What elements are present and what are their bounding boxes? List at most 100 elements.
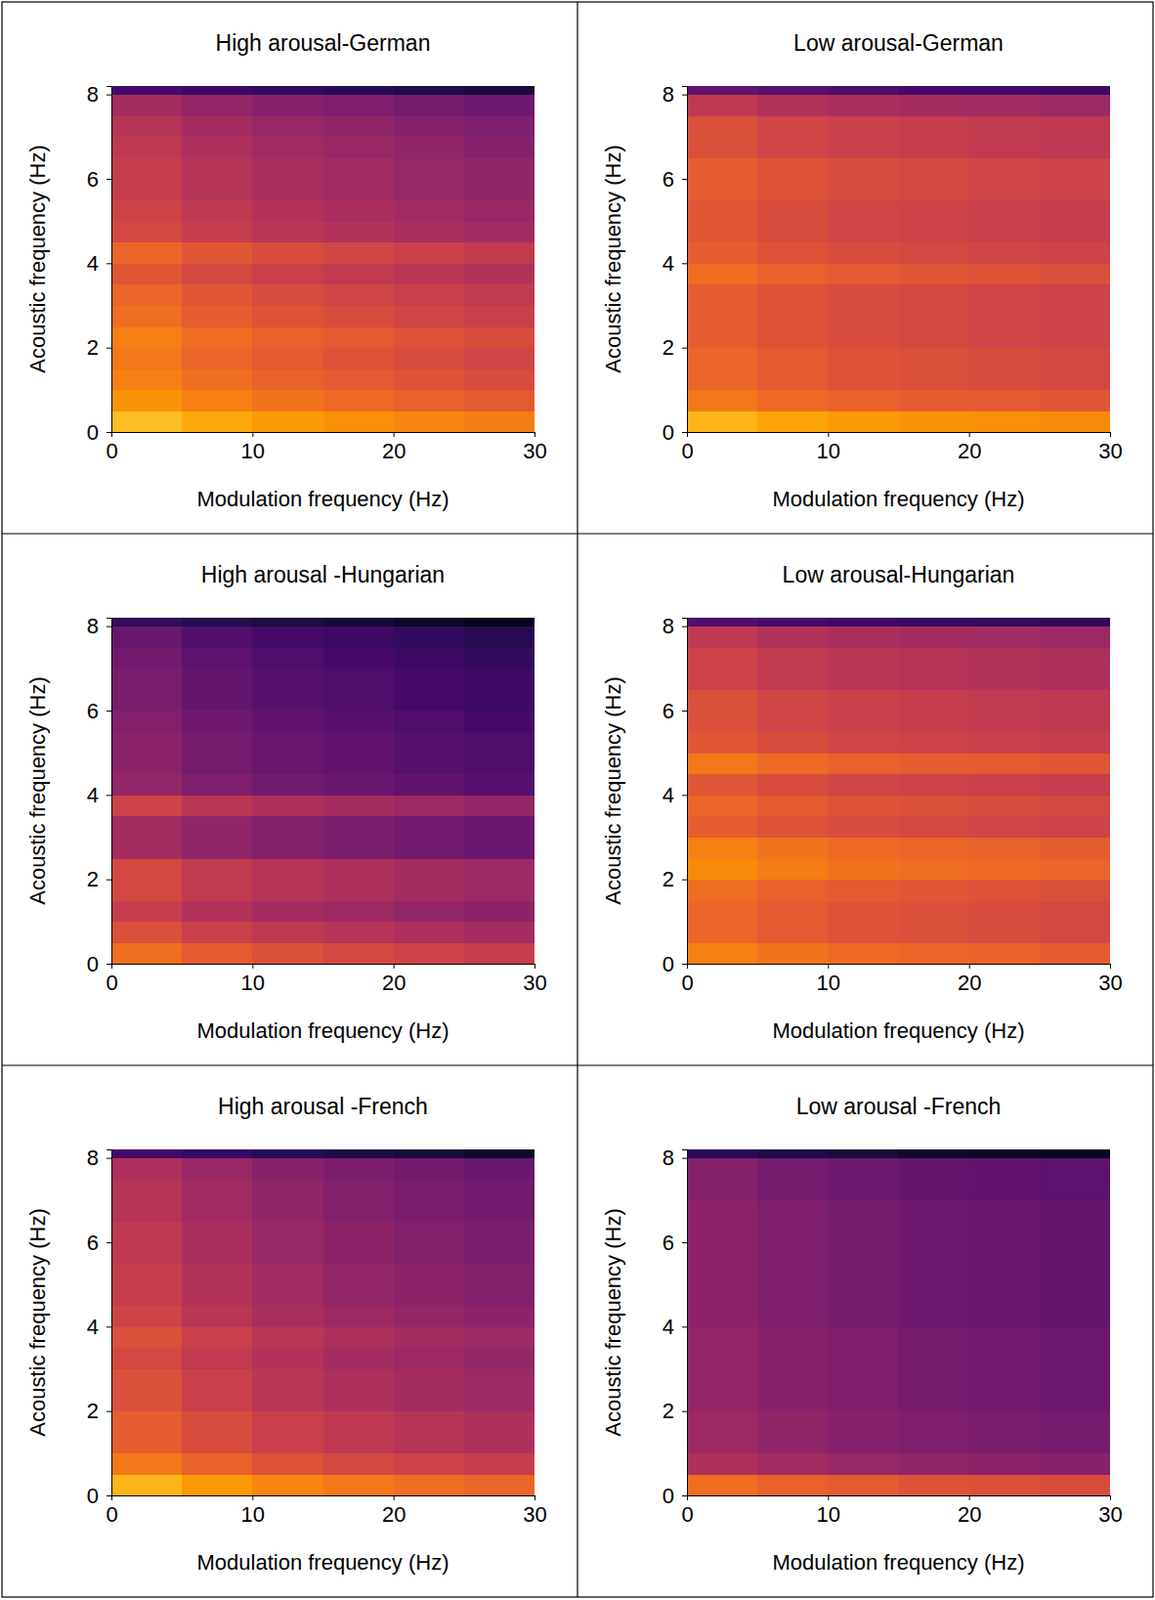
y-tick: 4 — [86, 251, 112, 276]
heatmap-cell — [181, 941, 254, 964]
tick-mark — [682, 794, 687, 796]
heatmap-cell — [252, 688, 324, 711]
heatmap-cell — [252, 1220, 324, 1242]
heatmap-cell — [969, 1149, 1041, 1158]
heatmap-cell — [393, 262, 466, 285]
heatmap-cell — [181, 752, 254, 774]
y-tick: 6 — [662, 698, 687, 724]
heatmap-cell — [323, 815, 395, 838]
x-axis-title: Modulation frequency (Hz) — [771, 1018, 1025, 1043]
heatmap-cell — [393, 921, 466, 943]
heatmap-cell — [1039, 879, 1111, 901]
heatmap-cell — [393, 731, 466, 754]
heatmap-cell — [181, 1263, 254, 1285]
heatmap-cell — [757, 879, 829, 901]
plot: 010203002468 — [86, 82, 548, 463]
tick-label: 0 — [105, 438, 118, 464]
heatmap-cell — [464, 1368, 535, 1390]
heatmap-cell — [969, 1263, 1041, 1285]
heatmap-cell — [686, 710, 759, 732]
heatmap-cell — [827, 1263, 899, 1285]
heatmap-cell — [686, 410, 759, 432]
heatmap-cell — [252, 1368, 324, 1390]
heatmap-cell — [686, 368, 759, 390]
heatmap-cell — [969, 1431, 1041, 1454]
heatmap-cells — [686, 617, 1111, 964]
heatmap-cell — [827, 688, 899, 711]
heatmap-cell — [252, 1149, 324, 1158]
heatmap-cell — [969, 1305, 1041, 1327]
heatmap-cell — [757, 1305, 829, 1327]
heatmap-cells — [686, 85, 1111, 432]
tick-mark — [969, 1495, 971, 1500]
heatmap-cell — [686, 1368, 759, 1390]
x-tick: 30 — [1098, 1495, 1122, 1527]
tick-mark — [827, 431, 829, 437]
heatmap-cell — [393, 646, 466, 669]
heatmap-cell — [827, 941, 899, 964]
heatmap-cell — [323, 1283, 395, 1306]
heatmap-cell — [686, 1149, 759, 1158]
tick-mark — [393, 963, 395, 969]
heatmap-cell — [181, 617, 254, 627]
heatmap-cell — [393, 1305, 466, 1327]
heatmap-cell — [757, 389, 829, 412]
heatmap-cell — [323, 899, 395, 922]
y-tick: 6 — [86, 167, 112, 192]
heatmap-cell — [111, 710, 183, 732]
tick-label: 10 — [816, 1501, 841, 1527]
heatmap-cell — [252, 368, 324, 390]
heatmap-cell — [1039, 1263, 1111, 1285]
heatmap-cell — [1039, 1431, 1111, 1454]
axis-line — [682, 1150, 688, 1497]
heatmap-cell — [898, 1326, 971, 1348]
y-axis-title: Acoustic frequency (Hz) — [25, 676, 50, 905]
x-axis-title: Modulation frequency (Hz) — [196, 486, 449, 512]
x-tick: 20 — [382, 963, 406, 995]
heatmap-cell — [757, 941, 829, 964]
heatmap-cell — [181, 220, 254, 243]
heatmap-cell — [827, 85, 899, 95]
panel: 010203002468High arousal-GermanModulatio… — [25, 30, 548, 512]
heatmap-cell — [969, 731, 1041, 754]
heatmap-cell — [181, 1149, 254, 1158]
heatmap-cell — [181, 115, 254, 137]
heatmap-cell — [827, 1389, 899, 1412]
heatmap-cell — [827, 1149, 899, 1158]
heatmap-cell — [464, 688, 535, 711]
heatmap-cell — [464, 262, 535, 285]
heatmap-cell — [686, 157, 759, 179]
x-tick: 30 — [1098, 963, 1122, 995]
heatmap-cell — [969, 1178, 1041, 1200]
heatmap-cell — [393, 389, 466, 412]
heatmap-cell — [898, 731, 971, 754]
x-axis-title: Modulation frequency (Hz) — [196, 1549, 449, 1575]
heatmap-cell — [464, 794, 535, 816]
tick-mark — [106, 1411, 112, 1412]
heatmap-cell — [323, 85, 395, 95]
heatmap-cell — [827, 794, 899, 816]
y-tick: 0 — [662, 951, 687, 977]
heatmap-cell — [686, 879, 759, 901]
heatmap-cell — [323, 1220, 395, 1242]
heatmap-cell — [686, 1157, 759, 1180]
heatmap-cells — [111, 617, 535, 964]
heatmap-cell — [1039, 368, 1111, 390]
heatmap-cell — [827, 668, 899, 690]
heatmap-cell — [393, 178, 466, 201]
heatmap-cell — [686, 115, 759, 137]
y-axis: 02468 — [662, 613, 688, 976]
panel-title: Low arousal-Hungarian — [782, 561, 1016, 588]
panel: 010203002468Low arousal -FrenchModulatio… — [600, 1093, 1123, 1575]
heatmap-cell — [111, 1347, 183, 1369]
heatmap-cell — [686, 1389, 759, 1412]
heatmap-cell — [464, 1326, 535, 1348]
heatmap-cell — [111, 1263, 183, 1285]
heatmap-cell — [393, 773, 466, 796]
heatmap-cell — [181, 85, 254, 95]
background — [0, 0, 1155, 1600]
heatmap-cell — [969, 617, 1041, 627]
heatmap-cell — [686, 617, 759, 627]
heatmap-cell — [323, 1411, 395, 1433]
heatmap-cell — [898, 1283, 971, 1306]
